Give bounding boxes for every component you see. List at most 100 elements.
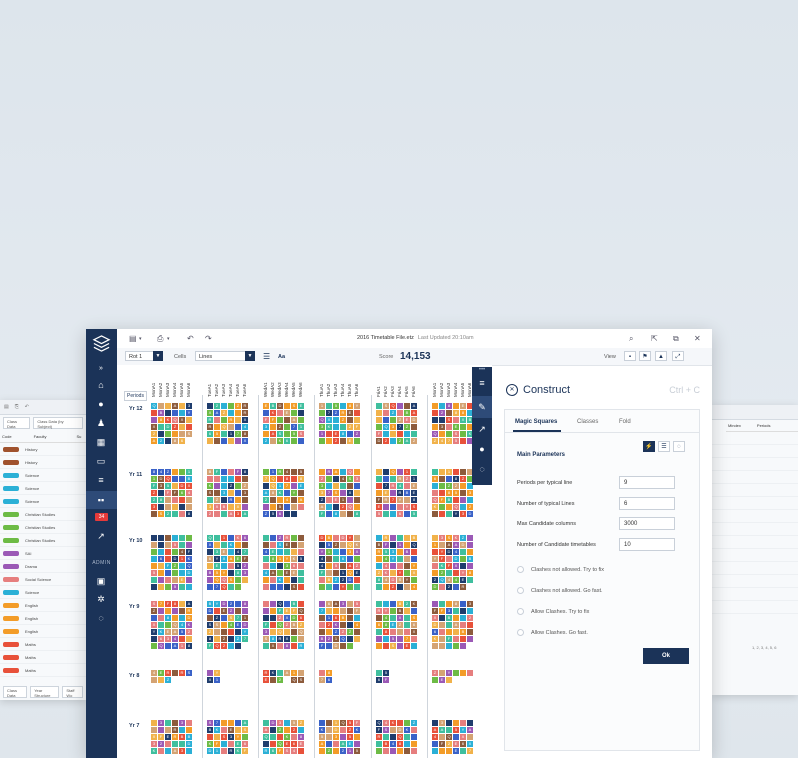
timetable-cell[interactable]: F [165, 490, 171, 496]
option-radio-3[interactable] [517, 608, 524, 615]
timetable-cell[interactable] [432, 417, 438, 423]
timetable-cell[interactable]: D [291, 615, 297, 621]
timetable-cell[interactable]: B [207, 601, 213, 607]
timetable-cell[interactable]: Z [390, 410, 396, 416]
timetable-cell[interactable] [298, 570, 304, 576]
timetable-cell[interactable]: K [432, 636, 438, 642]
timetable-cell[interactable] [298, 748, 304, 754]
timetable-cell[interactable]: X [221, 556, 227, 562]
lock-icon[interactable]: ▣ [95, 575, 107, 587]
timetable-cell[interactable]: Z [333, 410, 339, 416]
timetable-cell[interactable] [446, 410, 452, 416]
timetable-cell[interactable] [404, 511, 410, 517]
timetable-cell[interactable] [467, 636, 473, 642]
close-circle-icon[interactable]: ✕ [506, 384, 518, 396]
timetable-cell[interactable]: Q [165, 476, 171, 482]
timetable-cell[interactable]: B [446, 497, 452, 503]
timetable-cell[interactable] [270, 497, 276, 503]
timetable-cell[interactable]: 8 [165, 615, 171, 621]
timetable-cell[interactable]: K [411, 601, 417, 607]
timetable-cell[interactable] [376, 741, 382, 747]
timetable-cell[interactable] [179, 497, 185, 503]
timetable-cell[interactable]: 4 [383, 556, 389, 562]
timetable-cell[interactable]: E [235, 622, 241, 628]
timetable-cell[interactable]: B [179, 734, 185, 740]
close-icon[interactable]: ✕ [694, 334, 701, 343]
timetable-cell[interactable]: 5 [383, 670, 389, 676]
period-header[interactable]: WedA2 [270, 375, 275, 397]
timetable-cell[interactable] [411, 577, 417, 583]
timetable-cell[interactable]: S [186, 431, 192, 437]
timetable-cell[interactable]: Q [446, 734, 452, 740]
timetable-cell[interactable] [284, 417, 290, 423]
timetable-cell[interactable]: X [242, 417, 248, 423]
timetable-cell[interactable]: Y [383, 608, 389, 614]
timetable-cell[interactable]: Y [460, 570, 466, 576]
timetable-cell[interactable]: 1 [277, 556, 283, 562]
timetable-cell[interactable]: 2 [467, 504, 473, 510]
timetable-cell[interactable] [376, 556, 382, 562]
timetable-cell[interactable]: Y [319, 549, 325, 555]
timetable-cell[interactable] [460, 431, 466, 437]
timetable-cell[interactable]: B [446, 615, 452, 621]
timetable-cell[interactable] [333, 748, 339, 754]
timetable-cell[interactable]: Y [439, 549, 445, 555]
magic-wand-button[interactable]: ⚡ [643, 441, 655, 452]
timetable-cell[interactable]: Z [354, 431, 360, 437]
timetable-cell[interactable]: 2 [340, 504, 346, 510]
timetable-cell[interactable]: K [158, 629, 164, 635]
timetable-cell[interactable]: 5 [179, 629, 185, 635]
timetable-cell[interactable]: E [411, 490, 417, 496]
timetable-cell[interactable]: K [383, 570, 389, 576]
timetable-cell[interactable]: 1 [411, 476, 417, 482]
timetable-cell[interactable] [179, 570, 185, 576]
timetable-cell[interactable]: E [347, 410, 353, 416]
timetable-cell[interactable]: 2 [340, 748, 346, 754]
timetable-cell[interactable]: Q [390, 469, 396, 475]
timetable-cell[interactable] [460, 615, 466, 621]
timetable-cell[interactable]: 3 [319, 483, 325, 489]
timetable-cell[interactable] [228, 469, 234, 475]
timetable-cell[interactable]: F [439, 741, 445, 747]
timetable-cell[interactable] [172, 670, 178, 676]
timetable-cell[interactable]: S [277, 542, 283, 548]
timetable-cell[interactable]: 7 [404, 636, 410, 642]
timetable-cell[interactable]: Z [151, 608, 157, 614]
timetable-cell[interactable] [165, 542, 171, 548]
timetable-cell[interactable] [467, 734, 473, 740]
timetable-cell[interactable]: 7 [242, 636, 248, 642]
timetable-cell[interactable]: D [179, 483, 185, 489]
timetable-cell[interactable] [298, 563, 304, 569]
timetable-cell[interactable] [354, 483, 360, 489]
timetable-cell[interactable] [284, 424, 290, 430]
timetable-cell[interactable]: 2 [411, 438, 417, 444]
timetable-cell[interactable]: B [291, 601, 297, 607]
timetable-cell[interactable]: Q [411, 542, 417, 548]
timetable-cell[interactable] [397, 469, 403, 475]
timetable-cell[interactable] [432, 490, 438, 496]
timetable-cell[interactable]: 4 [235, 549, 241, 555]
timetable-cell[interactable] [439, 542, 445, 548]
timetable-cell[interactable] [390, 417, 396, 423]
timetable-cell[interactable]: S [186, 670, 192, 676]
timetable-cell[interactable] [298, 727, 304, 733]
timetable-cell[interactable]: B [326, 577, 332, 583]
timetable-cell[interactable]: 6 [411, 622, 417, 628]
timetable-cell[interactable]: Z [347, 424, 353, 430]
timetable-cell[interactable] [277, 417, 283, 423]
timetable-cell[interactable] [347, 556, 353, 562]
timetable-cell[interactable]: 3 [390, 549, 396, 555]
timetable-cell[interactable]: 8 [172, 601, 178, 607]
timetable-cell[interactable] [467, 629, 473, 635]
timetable-cell[interactable] [326, 511, 332, 517]
timetable-cell[interactable] [235, 483, 241, 489]
timetable-cell[interactable] [165, 720, 171, 726]
timetable-cell[interactable]: Q [207, 535, 213, 541]
timetable-cell[interactable]: 3 [467, 490, 473, 496]
timetable-cell[interactable] [291, 535, 297, 541]
timetable-cell[interactable]: Z [376, 570, 382, 576]
timetable-cell[interactable]: B [186, 734, 192, 740]
timetable-cell[interactable] [298, 542, 304, 548]
timetable-cell[interactable]: K [333, 622, 339, 628]
timetable-cell[interactable]: Y [151, 629, 157, 635]
